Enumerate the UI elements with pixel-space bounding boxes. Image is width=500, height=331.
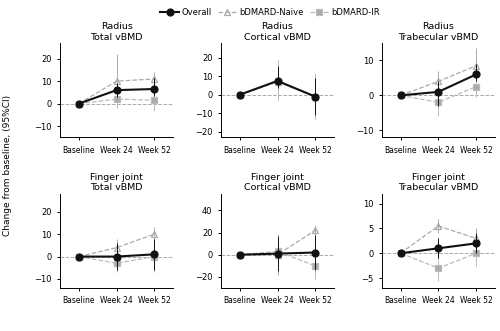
Title: Finger joint
Cortical vBMD: Finger joint Cortical vBMD bbox=[244, 173, 311, 192]
Title: Radius
Trabecular vBMD: Radius Trabecular vBMD bbox=[398, 22, 478, 42]
Title: Finger joint
Trabecular vBMD: Finger joint Trabecular vBMD bbox=[398, 173, 478, 192]
Legend: Overall, bDMARD-Naive, bDMARD-IR: Overall, bDMARD-Naive, bDMARD-IR bbox=[157, 4, 383, 20]
Title: Finger joint
Total vBMD: Finger joint Total vBMD bbox=[90, 173, 143, 192]
Title: Radius
Cortical vBMD: Radius Cortical vBMD bbox=[244, 22, 311, 42]
Title: Radius
Total vBMD: Radius Total vBMD bbox=[90, 22, 143, 42]
Text: Change from baseline, (95%CI): Change from baseline, (95%CI) bbox=[3, 95, 12, 236]
